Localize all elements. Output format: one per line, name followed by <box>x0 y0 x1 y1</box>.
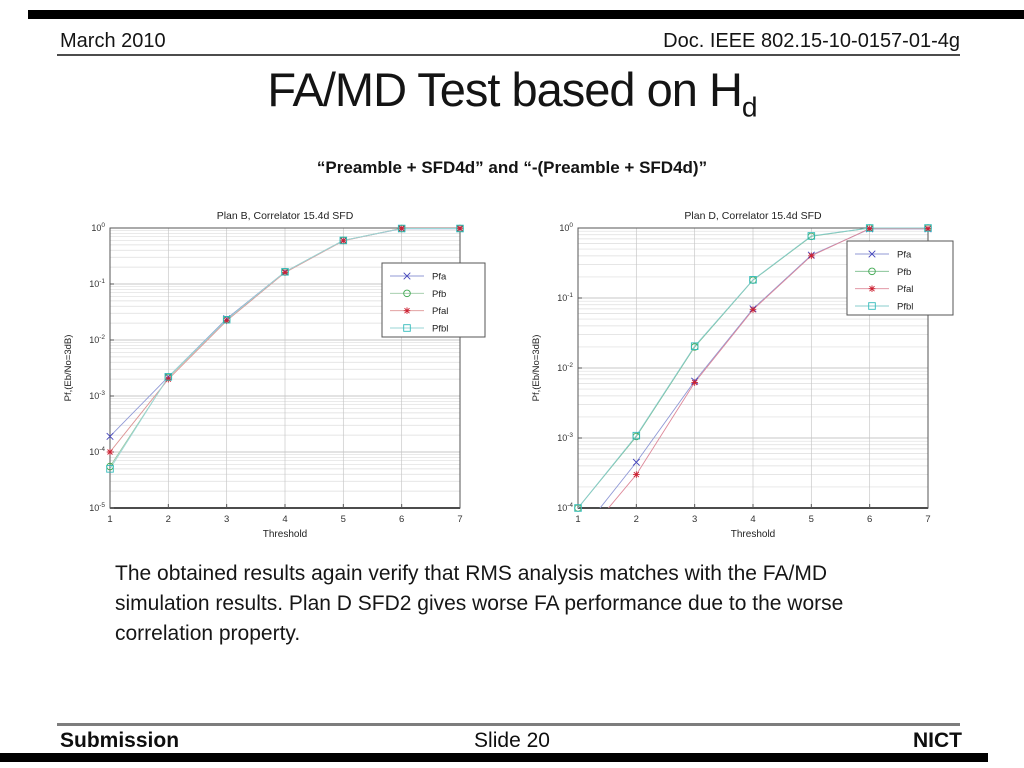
svg-text:Pfb: Pfb <box>897 267 911 278</box>
svg-text:Pf,(Eb/No=3dB): Pf,(Eb/No=3dB) <box>63 335 74 402</box>
svg-text:4: 4 <box>282 514 287 525</box>
svg-text:Pfb: Pfb <box>432 289 446 300</box>
svg-text:Threshold: Threshold <box>731 529 775 540</box>
svg-text:10-4: 10-4 <box>557 502 573 513</box>
top-edge-bar <box>28 10 1024 19</box>
svg-text:3: 3 <box>224 514 229 525</box>
svg-text:10-3: 10-3 <box>89 390 105 401</box>
svg-text:Pf,(Eb/No=3dB): Pf,(Eb/No=3dB) <box>531 335 542 402</box>
plan-d-chart: 100 10-1 10-2 10-3 10-41 2 3 4 5 6 7 Plan D, Correl… <box>531 210 954 540</box>
footer-submission: Submission <box>60 729 180 752</box>
svg-text:Pfbl: Pfbl <box>432 324 448 335</box>
svg-text:3: 3 <box>692 514 697 525</box>
svg-text:Plan D, Correlator 15.4d SFD: Plan D, Correlator 15.4d SFD <box>684 210 822 222</box>
svg-text:5: 5 <box>809 514 814 525</box>
header-doc-number: Doc. IEEE 802.15-10-0157-01-4g <box>663 30 960 52</box>
svg-text:4: 4 <box>750 514 755 525</box>
page-title-subscript: d <box>741 90 758 123</box>
svg-text:Pfa: Pfa <box>897 250 912 261</box>
svg-text:Pfal: Pfal <box>897 284 913 295</box>
svg-text:1: 1 <box>107 514 112 525</box>
plot-plan-b: 100 10-1 10-2 10-3 10-4 10-5 1 2 3 4 5 6 7 Plan B, Co… <box>57 203 497 551</box>
plan-b-chart: 100 10-1 10-2 10-3 10-4 10-51 2 3 4 5 6 7 Plan B, Co… <box>63 210 486 540</box>
slide-subtitle: “Preamble + SFD4d” and “-(Preamble + SFD… <box>316 158 708 177</box>
svg-text:100: 100 <box>91 222 105 233</box>
svg-text:10-3: 10-3 <box>557 432 573 443</box>
footer-affiliation: NICT <box>913 729 962 752</box>
svg-text:6: 6 <box>867 514 872 525</box>
body-paragraph: The obtained results again verify that R… <box>115 562 844 645</box>
footer-slide-number: Slide 20 <box>474 729 550 752</box>
svg-text:Pfal: Pfal <box>432 306 448 317</box>
plot-plan-d: 100 10-1 10-2 10-3 10-4 1 2 3 4 5 6 7 Plan D, Correl… <box>525 203 965 551</box>
svg-text:1: 1 <box>575 514 580 525</box>
svg-text:Threshold: Threshold <box>263 529 307 540</box>
svg-text:2: 2 <box>634 514 639 525</box>
page-title: FA/MD Test based on Hd <box>0 62 1024 120</box>
svg-text:7: 7 <box>457 514 462 525</box>
svg-text:10-4: 10-4 <box>89 446 105 457</box>
svg-text:10-5: 10-5 <box>89 502 105 513</box>
page-title-text: FA/MD Test based on H <box>267 63 742 116</box>
svg-text:Pfa: Pfa <box>432 272 447 283</box>
svg-text:10-1: 10-1 <box>557 292 573 303</box>
svg-text:2: 2 <box>166 514 171 525</box>
svg-text:5: 5 <box>341 514 346 525</box>
bottom-edge-bar <box>0 753 988 762</box>
svg-text:10-1: 10-1 <box>89 278 105 289</box>
svg-text:6: 6 <box>399 514 404 525</box>
svg-text:7: 7 <box>925 514 930 525</box>
svg-text:100: 100 <box>559 222 573 233</box>
svg-text:10-2: 10-2 <box>557 362 573 373</box>
header-date: March 2010 <box>60 30 166 52</box>
svg-text:Pfbl: Pfbl <box>897 302 913 313</box>
svg-text:10-2: 10-2 <box>89 334 105 345</box>
header-rule <box>57 54 960 56</box>
footer-rule <box>57 723 960 726</box>
svg-text:Plan B, Correlator 15.4d SFD: Plan B, Correlator 15.4d SFD <box>217 210 354 222</box>
